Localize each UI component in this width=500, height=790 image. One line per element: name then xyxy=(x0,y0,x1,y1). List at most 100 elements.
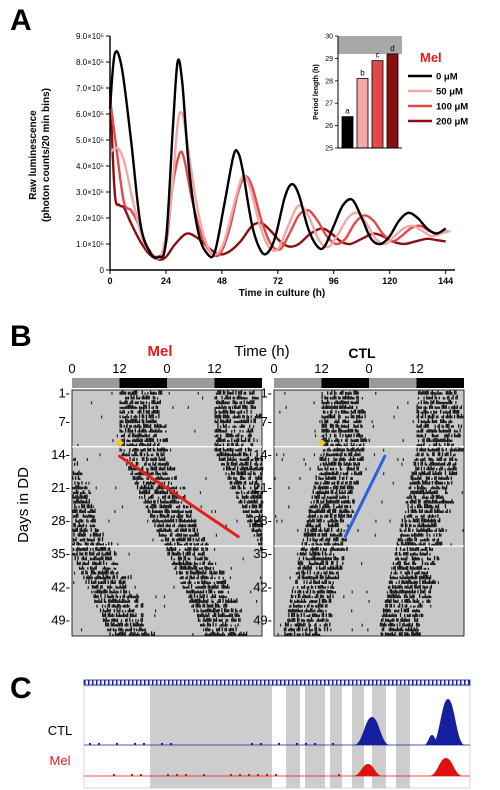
y-axis-label-line1: Raw luminescence xyxy=(28,110,39,200)
panel-letter-a: A xyxy=(10,4,32,37)
inset-bar xyxy=(341,116,354,149)
day-tick-label: 49- xyxy=(253,612,272,627)
panel-letter-c: C xyxy=(10,672,32,705)
day-tick-label: 14- xyxy=(51,447,70,462)
trend-line xyxy=(118,454,240,539)
y-tick-label: 6.0×10⁵ xyxy=(76,110,104,119)
time-tick-label: 12 xyxy=(314,361,328,376)
inset-y-tick-label: 28 xyxy=(325,78,333,85)
time-axis-title: Time (h) xyxy=(234,343,289,360)
inset-bar-letter: b xyxy=(360,69,365,78)
x-tick-label: 24 xyxy=(161,276,171,286)
day-tick-label: 1- xyxy=(260,385,272,400)
day-tick-label: 7- xyxy=(260,414,272,429)
series-line-3 xyxy=(108,87,446,261)
mel-peak xyxy=(353,764,383,776)
inset-bar-letter: a xyxy=(345,107,350,116)
y-tick-label: 9.0×10⁵ xyxy=(76,32,104,41)
highlight-block xyxy=(150,686,272,788)
legend-label: 200 μM xyxy=(436,117,468,128)
inset-y-tick-label: 29 xyxy=(325,56,333,63)
day-tick-label: 35- xyxy=(253,546,272,561)
time-tick-label: 12 xyxy=(409,361,423,376)
legend-label: 50 μM xyxy=(436,87,463,98)
track-panel: CTL Mel xyxy=(48,679,471,789)
y-tick-label: 3.0×10⁵ xyxy=(76,188,104,197)
dark-bar xyxy=(119,378,167,388)
time-tick-label: 0 xyxy=(270,361,277,376)
highlight-block xyxy=(330,686,342,788)
day-tick-label: 7- xyxy=(58,414,70,429)
ctl-peak xyxy=(354,717,390,745)
day-tick-label: 49- xyxy=(51,612,70,627)
track-label-mel: Mel xyxy=(50,753,71,768)
day-tick-label: 42- xyxy=(253,579,272,594)
x-tick-label: 0 xyxy=(107,276,112,286)
actogram-ctl-title: CTL xyxy=(348,345,376,361)
x-tick-label: 96 xyxy=(329,276,339,286)
dark-bar xyxy=(416,378,464,388)
y-tick-label: 0 xyxy=(100,266,105,275)
light-bar xyxy=(167,378,215,388)
legend-label: 0 μM xyxy=(436,72,458,83)
inset-y-tick-label: 27 xyxy=(325,101,333,108)
legend-title: Mel xyxy=(420,50,442,65)
inset-shaded-band xyxy=(338,36,402,54)
luminescence-chart: 0 1.0×10⁵ 2.0×10⁵ 3.0×10⁵ 4.0×10⁵ 5.0×10⁵ 6.0×… xyxy=(28,32,468,299)
y-tick-label: 2.0×10⁵ xyxy=(76,214,104,223)
y-tick-label: 4.0×10⁵ xyxy=(76,162,104,171)
x-tick-label: 72 xyxy=(273,276,283,286)
mel-peak xyxy=(429,758,463,776)
pulse-marker xyxy=(116,439,123,447)
inset-bar-letter: c xyxy=(376,51,380,60)
track-label-ctl: CTL xyxy=(48,723,73,738)
time-tick-label: 0 xyxy=(163,361,170,376)
day-tick-label: 28- xyxy=(253,513,272,528)
ctl-peak xyxy=(424,735,440,745)
y-tick-label: 1.0×10⁵ xyxy=(76,240,104,249)
ctl-peak xyxy=(431,699,465,745)
trend-line xyxy=(343,454,387,539)
inset-bar xyxy=(356,78,369,149)
x-tick-label: 48 xyxy=(217,276,227,286)
time-tick-label: 12 xyxy=(112,361,126,376)
panel-letter-b: B xyxy=(10,320,32,353)
day-tick-label: 1- xyxy=(58,385,70,400)
actogram-panel: Time (h) Mel CTL Days in DD 0 12 0 12 1- 7- 14… xyxy=(15,343,465,637)
light-bar xyxy=(72,378,120,388)
day-tick-label: 21- xyxy=(51,480,70,495)
pulse-marker xyxy=(318,439,325,447)
x-tick-label: 144 xyxy=(438,276,453,286)
light-bar xyxy=(369,378,417,388)
day-tick-label: 42- xyxy=(51,579,70,594)
actogram-mel-title: Mel xyxy=(147,343,172,360)
highlight-block xyxy=(396,686,410,788)
y-tick-label: 8.0×10⁵ xyxy=(76,58,104,67)
legend-label: 100 μM xyxy=(436,102,468,113)
y-tick-label: 7.0×10⁵ xyxy=(76,84,104,93)
y-tick-label: 5.0×10⁵ xyxy=(76,136,104,145)
time-tick-label: 12 xyxy=(207,361,221,376)
dark-bar xyxy=(214,378,262,388)
highlight-block xyxy=(352,686,364,788)
time-tick-label: 0 xyxy=(365,361,372,376)
day-tick-label: 28- xyxy=(51,513,70,528)
y-axis-label-line2: (photon counts/20 min bins) xyxy=(41,88,52,222)
highlight-block xyxy=(286,686,300,788)
x-tick-label: 120 xyxy=(382,276,397,286)
time-tick-label: 0 xyxy=(68,361,75,376)
actogram-0: 0 12 0 12 1- 7- 14- 21- 28- 35- 42- 49- xyxy=(51,361,264,637)
actogram-1: 0 12 0 12 1- 7- 14- 21- 28- 35- 42- 49- xyxy=(253,361,465,637)
highlight-block xyxy=(305,686,325,788)
dark-bar xyxy=(321,378,369,388)
inset-y-tick-label: 30 xyxy=(325,34,333,41)
inset-y-tick-label: 26 xyxy=(325,123,333,130)
light-bar xyxy=(274,378,322,388)
inset-bar xyxy=(386,53,399,149)
day-tick-label: 35- xyxy=(51,546,70,561)
inset-y-tick-label: 25 xyxy=(325,146,333,153)
day-tick-label: 14- xyxy=(253,447,272,462)
days-axis-label: Days in DD xyxy=(15,467,32,543)
inset-bar-letter: d xyxy=(390,44,394,53)
day-tick-label: 21- xyxy=(253,480,272,495)
